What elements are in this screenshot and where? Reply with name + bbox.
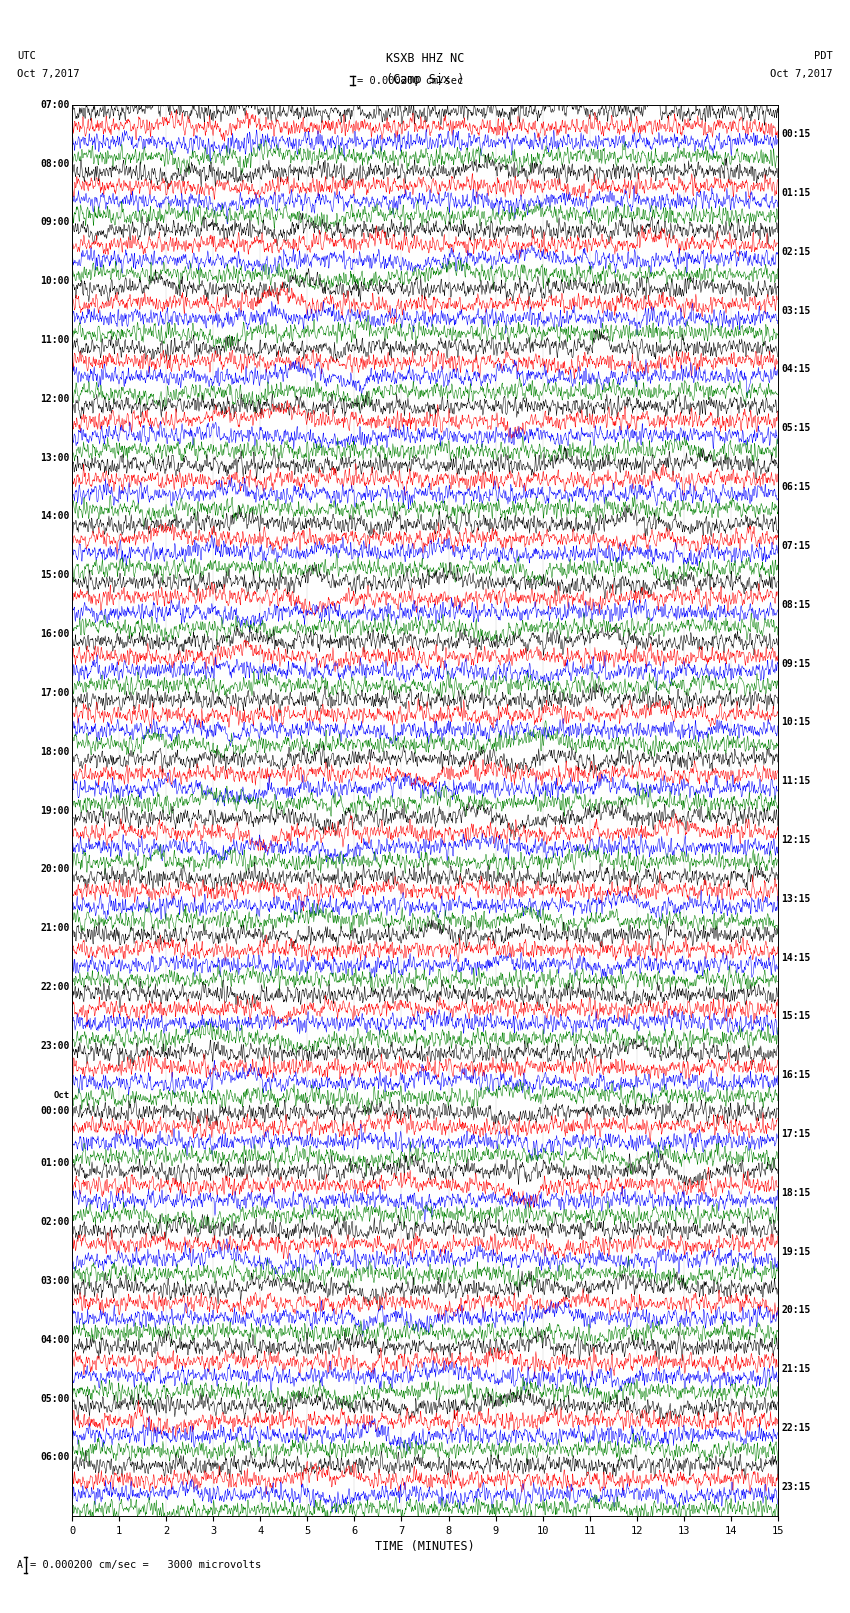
- Text: 03:15: 03:15: [781, 306, 811, 316]
- Text: 06:00: 06:00: [40, 1452, 70, 1463]
- Text: UTC: UTC: [17, 52, 36, 61]
- Text: 20:00: 20:00: [40, 865, 70, 874]
- Text: 12:00: 12:00: [40, 394, 70, 403]
- Text: 23:15: 23:15: [781, 1482, 811, 1492]
- Text: KSXB HHZ NC: KSXB HHZ NC: [386, 52, 464, 65]
- Text: 12:15: 12:15: [781, 836, 811, 845]
- Text: PDT: PDT: [814, 52, 833, 61]
- Text: 17:15: 17:15: [781, 1129, 811, 1139]
- Text: = 0.000200 cm/sec: = 0.000200 cm/sec: [357, 76, 463, 85]
- Text: 01:15: 01:15: [781, 189, 811, 198]
- Text: 02:15: 02:15: [781, 247, 811, 256]
- Text: 14:15: 14:15: [781, 953, 811, 963]
- Text: 04:15: 04:15: [781, 365, 811, 374]
- Text: 22:00: 22:00: [40, 982, 70, 992]
- Text: 17:00: 17:00: [40, 687, 70, 698]
- Text: 18:15: 18:15: [781, 1187, 811, 1198]
- Text: 21:15: 21:15: [781, 1365, 811, 1374]
- Text: (Camp Six ): (Camp Six ): [386, 73, 464, 85]
- Text: 04:00: 04:00: [40, 1336, 70, 1345]
- Text: 19:00: 19:00: [40, 805, 70, 816]
- Text: 03:00: 03:00: [40, 1276, 70, 1286]
- Text: 22:15: 22:15: [781, 1423, 811, 1432]
- Text: 10:15: 10:15: [781, 718, 811, 727]
- Text: 13:15: 13:15: [781, 894, 811, 903]
- Text: 07:15: 07:15: [781, 540, 811, 552]
- Text: Oct: Oct: [54, 1090, 70, 1100]
- Text: 08:00: 08:00: [40, 158, 70, 169]
- Text: = 0.000200 cm/sec =   3000 microvolts: = 0.000200 cm/sec = 3000 microvolts: [30, 1560, 261, 1569]
- Text: 00:15: 00:15: [781, 129, 811, 139]
- Text: 08:15: 08:15: [781, 600, 811, 610]
- Text: 05:15: 05:15: [781, 423, 811, 434]
- Text: 07:00: 07:00: [40, 100, 70, 110]
- Text: 01:00: 01:00: [40, 1158, 70, 1168]
- Text: A: A: [17, 1560, 23, 1569]
- Text: Oct 7,2017: Oct 7,2017: [770, 69, 833, 79]
- Text: 10:00: 10:00: [40, 276, 70, 286]
- Text: 02:00: 02:00: [40, 1218, 70, 1227]
- Text: 23:00: 23:00: [40, 1040, 70, 1050]
- Text: 19:15: 19:15: [781, 1247, 811, 1257]
- Text: 20:15: 20:15: [781, 1305, 811, 1315]
- Text: Oct 7,2017: Oct 7,2017: [17, 69, 80, 79]
- Text: 15:00: 15:00: [40, 571, 70, 581]
- Text: 13:00: 13:00: [40, 453, 70, 463]
- Text: 15:15: 15:15: [781, 1011, 811, 1021]
- Text: 11:00: 11:00: [40, 336, 70, 345]
- Text: 11:15: 11:15: [781, 776, 811, 786]
- Text: 16:15: 16:15: [781, 1069, 811, 1081]
- Text: 09:00: 09:00: [40, 218, 70, 227]
- Text: 06:15: 06:15: [781, 482, 811, 492]
- Text: 00:00: 00:00: [40, 1107, 70, 1116]
- Text: 16:00: 16:00: [40, 629, 70, 639]
- Text: 18:00: 18:00: [40, 747, 70, 756]
- Text: 21:00: 21:00: [40, 923, 70, 934]
- X-axis label: TIME (MINUTES): TIME (MINUTES): [375, 1540, 475, 1553]
- Text: 09:15: 09:15: [781, 658, 811, 668]
- Text: 14:00: 14:00: [40, 511, 70, 521]
- Text: 05:00: 05:00: [40, 1394, 70, 1403]
